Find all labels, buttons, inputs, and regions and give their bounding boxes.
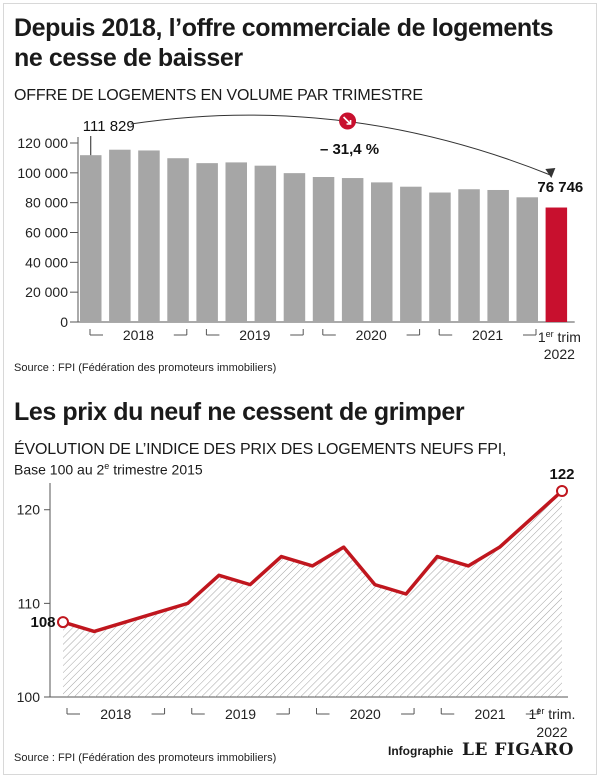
bar: [109, 149, 131, 322]
bar-highlight: [545, 207, 568, 322]
bar: [429, 192, 451, 322]
infographic-credit: Infographie: [388, 744, 454, 758]
y-tick-label: 110: [18, 595, 41, 611]
line-year-2019-label: 2019: [225, 706, 256, 722]
y-tick-label: 60 000: [25, 225, 68, 241]
line-year-2018-label: 2018: [100, 706, 131, 722]
bar: [458, 189, 480, 322]
bar: [225, 162, 247, 322]
price-index-line: [62, 489, 564, 634]
line-last-period-line1: 1er trim.: [529, 706, 576, 722]
first-value-label: 111 829: [83, 118, 135, 135]
chart1-title-line2: ne cesse de baisser: [14, 44, 243, 72]
bar-last-period-line2: 2022: [544, 346, 575, 362]
bar-year-2020-label: 2020: [356, 327, 387, 343]
line-year-2021-label: 2021: [474, 706, 505, 722]
bar: [400, 186, 422, 322]
bar: [341, 178, 364, 322]
bar-year-2018-label: 2018: [123, 327, 154, 343]
y-tick-label: 120 000: [17, 135, 68, 151]
chart2-subtitle: ÉVOLUTION DE L’INDICE DES PRIX DES LOGEM…: [14, 441, 507, 458]
bar-year-2021-label: 2021: [472, 327, 503, 343]
le-figaro-logo: LE FIGARO: [462, 740, 574, 760]
bar-chart: 0 20 000 40 000 60 000 80 000 100 000 120 000 2…: [17, 112, 583, 362]
hatched-area: [63, 491, 562, 697]
last-value-label: 76 746: [537, 179, 583, 196]
y-tick-label: 20 000: [25, 284, 68, 300]
bar-year-2019-label: 2019: [239, 327, 270, 343]
y-tick-label: 80 000: [25, 195, 68, 211]
trend-arc-arrowhead: [545, 168, 556, 178]
change-label: – 31,4 %: [320, 141, 379, 158]
chart1-subtitle: OFFRE DE LOGEMENTS EN VOLUME PAR TRIMEST…: [14, 87, 423, 104]
bar: [312, 177, 335, 322]
first-value-label: 108: [30, 614, 55, 631]
bar: [167, 158, 189, 322]
bar: [516, 197, 538, 322]
chart2-source: Source : FPI (Fédération des promoteurs …: [14, 752, 277, 764]
infographic-frame: [3, 3, 597, 775]
y-tick-label: 0: [60, 314, 68, 330]
y-tick-label: 100 000: [17, 165, 68, 181]
down-arrow-icon: [342, 116, 352, 125]
bar: [487, 189, 509, 322]
last-value-label: 122: [549, 466, 574, 483]
y-tick-label: 120: [17, 502, 41, 518]
bar: [371, 182, 393, 322]
bar: [283, 173, 306, 322]
chart1-source: Source : FPI (Fédération des promoteurs …: [14, 362, 277, 374]
line-year-2020-label: 2020: [350, 706, 381, 722]
y-tick-label: 100: [17, 689, 41, 705]
bar: [196, 163, 218, 322]
bar: [80, 155, 102, 322]
bar-last-period-line1: 1er trim: [538, 329, 581, 345]
first-point-marker: [57, 616, 69, 629]
line-last-period-line2: 2022: [536, 724, 567, 740]
chart1-title-line1: Depuis 2018, l’offre commerciale de loge…: [14, 14, 554, 42]
y-tick-label: 40 000: [25, 254, 68, 270]
chart2-title: Les prix du neuf ne cessent de grimper: [14, 398, 465, 426]
bar: [138, 150, 160, 322]
bar: [254, 165, 277, 322]
chart2-base-note: Base 100 au 2e trimestre 2015: [14, 461, 203, 478]
last-point-marker: [556, 485, 568, 497]
